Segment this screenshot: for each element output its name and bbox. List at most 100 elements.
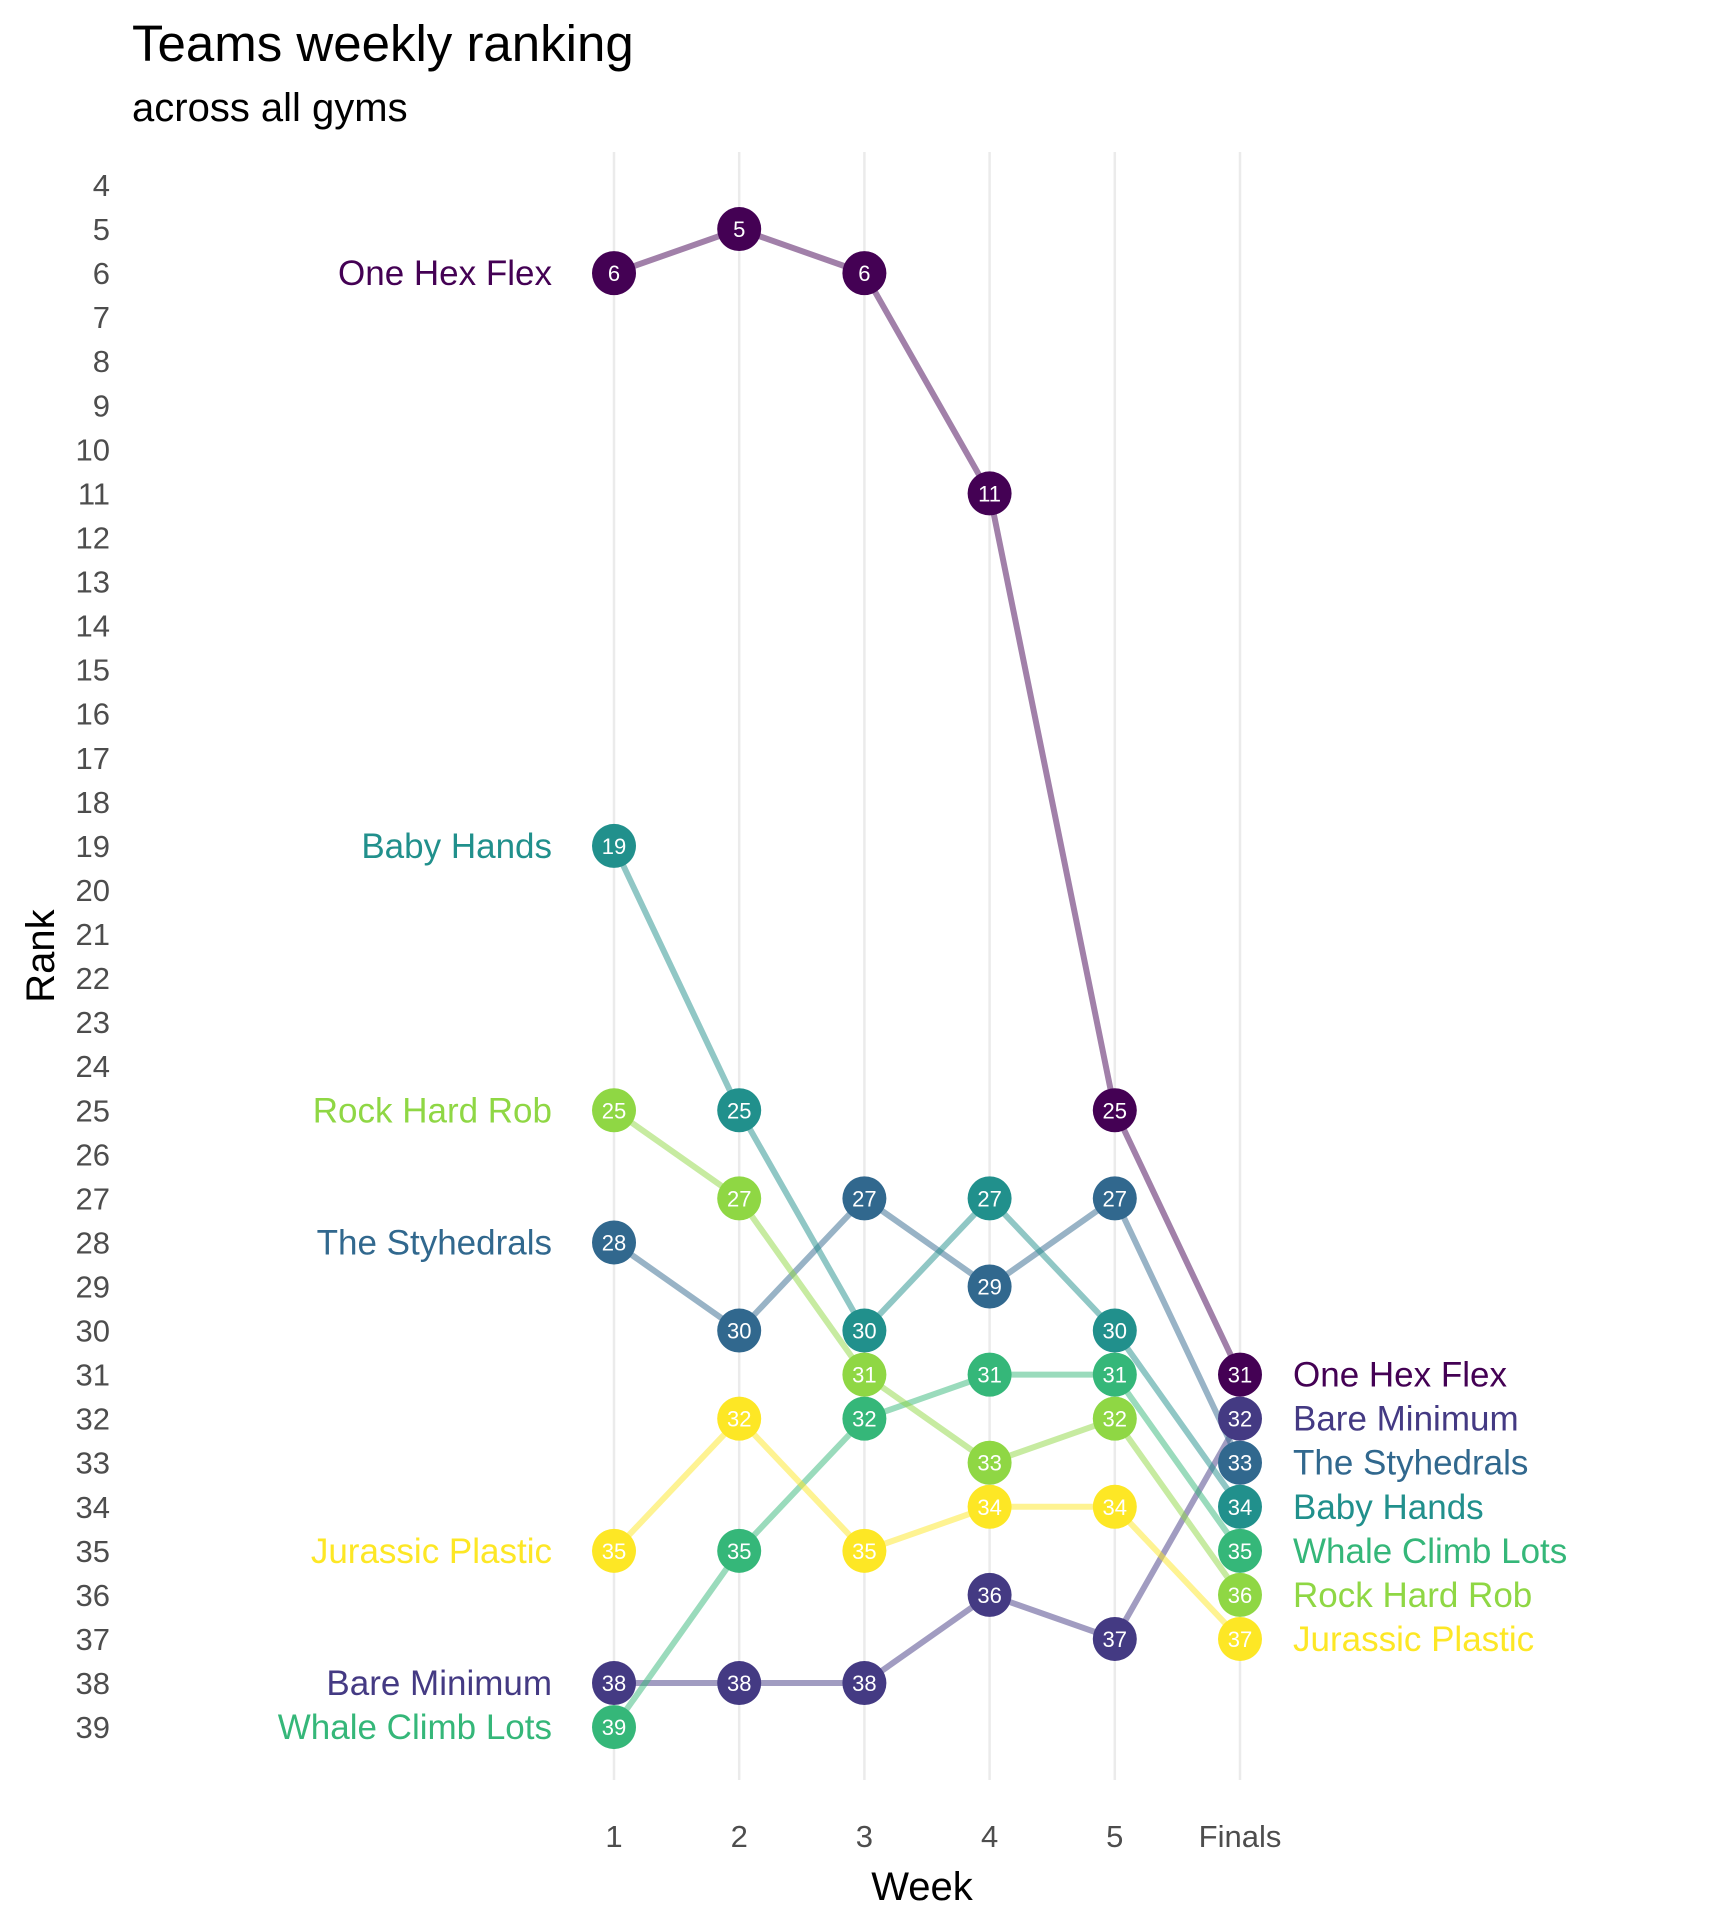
- data-label: 33: [977, 1451, 1001, 1476]
- y-tick-label: 38: [76, 1666, 110, 1701]
- data-point: [967, 1440, 1012, 1485]
- data-label: 5: [733, 217, 745, 242]
- data-point: [1092, 1308, 1137, 1353]
- y-tick-label: 26: [76, 1137, 110, 1172]
- data-point: [1218, 1528, 1262, 1573]
- data-label: 28: [602, 1230, 626, 1255]
- data-label: 31: [977, 1363, 1001, 1388]
- series-line: [612, 1195, 1243, 1465]
- data-label: 27: [727, 1186, 751, 1211]
- data-point: [842, 1352, 887, 1397]
- data-point: [717, 1308, 762, 1353]
- y-tick-label: 36: [76, 1578, 110, 1613]
- data-point: [967, 1352, 1012, 1397]
- x-tick-label: 3: [856, 1819, 873, 1854]
- y-tick-label: 35: [76, 1534, 110, 1569]
- data-label: 36: [1228, 1583, 1252, 1608]
- series-line: [613, 226, 1243, 1376]
- y-tick-label: 11: [78, 476, 110, 511]
- y-tick-label: 7: [93, 300, 110, 335]
- y-tick-label: 24: [76, 1049, 110, 1084]
- data-label: 35: [602, 1539, 626, 1564]
- data-label: 35: [727, 1539, 751, 1564]
- series-label-end: Whale Climb Lots: [1293, 1532, 1567, 1571]
- data-point: [592, 251, 636, 296]
- x-tick-label: Finals: [1199, 1819, 1282, 1854]
- y-tick-label: 31: [76, 1358, 110, 1393]
- data-point: [842, 1308, 887, 1353]
- data-point: [967, 1176, 1012, 1221]
- y-tick-label: 18: [76, 785, 110, 820]
- data-label: 32: [1103, 1407, 1127, 1432]
- series-line: [611, 1415, 1243, 1642]
- data-label: 6: [608, 261, 620, 286]
- series-line: [611, 844, 1243, 1509]
- data-point: [717, 1396, 762, 1441]
- y-tick-label: 17: [76, 741, 110, 776]
- y-tick-label: 16: [76, 697, 110, 732]
- data-point: [1218, 1572, 1262, 1617]
- data-label: 32: [1228, 1407, 1252, 1432]
- data-label: 31: [852, 1363, 876, 1388]
- y-tick-label: 27: [76, 1181, 110, 1216]
- y-tick-label: 19: [76, 829, 110, 864]
- y-tick-label: 20: [76, 873, 110, 908]
- data-point: [592, 1220, 636, 1265]
- data-point: [967, 471, 1012, 516]
- data-point: [842, 1528, 887, 1573]
- data-label: 32: [727, 1407, 751, 1432]
- data-point: [842, 1176, 887, 1221]
- y-tick-label: 10: [76, 432, 110, 467]
- y-tick-label: 6: [93, 256, 110, 291]
- series-line: [612, 1107, 1243, 1597]
- chart-title: Teams weekly ranking: [132, 15, 634, 72]
- data-label: 31: [1228, 1363, 1252, 1388]
- y-tick-label: 4: [93, 168, 110, 203]
- data-point: [1092, 1176, 1137, 1221]
- data-label: 27: [1103, 1186, 1127, 1211]
- y-tick-label: 13: [76, 565, 110, 600]
- series-label-start: One Hex Flex: [338, 254, 552, 293]
- data-point: [1218, 1616, 1262, 1661]
- series-label-end: Baby Hands: [1293, 1488, 1484, 1527]
- data-point: [967, 1484, 1012, 1529]
- data-point: [592, 1528, 636, 1573]
- data-label: 30: [1103, 1319, 1127, 1344]
- data-label: 27: [852, 1186, 876, 1211]
- y-tick-label: 30: [76, 1314, 110, 1349]
- data-label: 33: [1228, 1451, 1252, 1476]
- series-label-start: The Styhedrals: [317, 1223, 552, 1262]
- series-label-end: Bare Minimum: [1293, 1400, 1519, 1439]
- data-point: [1092, 1352, 1137, 1397]
- data-point: [1218, 1484, 1262, 1529]
- y-tick-label: 14: [76, 609, 110, 644]
- data-point: [592, 1705, 636, 1750]
- data-label: 38: [852, 1671, 876, 1696]
- y-tick-label: 25: [76, 1093, 110, 1128]
- data-label: 30: [852, 1319, 876, 1344]
- y-tick-label: 37: [76, 1622, 110, 1657]
- y-tick-label: 9: [93, 388, 110, 423]
- y-tick-label: 22: [76, 961, 110, 996]
- data-point: [717, 1661, 762, 1706]
- series-label-start: Bare Minimum: [326, 1664, 552, 1703]
- y-axis-title: Rank: [19, 908, 63, 1002]
- data-label: 11: [978, 481, 1001, 506]
- data-label: 29: [977, 1275, 1001, 1300]
- series-label-end: The Styhedrals: [1293, 1444, 1528, 1483]
- data-label: 34: [977, 1495, 1001, 1520]
- data-point: [967, 1572, 1012, 1617]
- data-point: [1092, 1616, 1137, 1661]
- y-tick-label: 29: [76, 1270, 110, 1305]
- data-point: [592, 1088, 636, 1133]
- data-point: [842, 1661, 887, 1706]
- series-label-end: Jurassic Plastic: [1293, 1620, 1534, 1659]
- data-label: 25: [602, 1098, 626, 1123]
- y-tick-label: 39: [76, 1710, 110, 1745]
- data-point: [592, 823, 636, 868]
- x-tick-label: 4: [981, 1819, 998, 1854]
- data-label: 36: [977, 1583, 1001, 1608]
- data-label: 38: [727, 1671, 751, 1696]
- y-tick-label: 8: [93, 344, 110, 379]
